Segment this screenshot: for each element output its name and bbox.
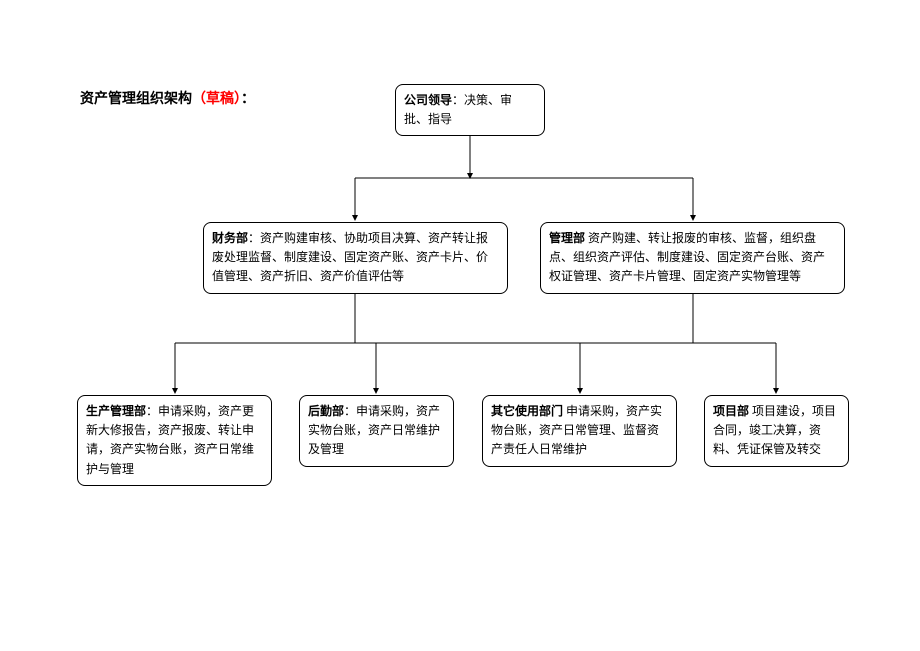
node-finance: 财务部：资产购建审核、协助项目决算、资产转让报废处理监督、制度建设、固定资产账、… xyxy=(203,222,508,294)
node-label: 公司领导 xyxy=(404,93,452,107)
diagram-canvas: 资产管理组织架构（草稿）： 公司领导：决策、审批、指导 财务部：资产购建审核、协… xyxy=(0,0,920,651)
title-prefix: 资产管理组织架构 xyxy=(80,92,192,107)
node-other-dept: 其它使用部门 申请采购，资产实物台账，资产日常管理、监督资产责任人日常维护 xyxy=(482,395,677,467)
node-project: 项目部 项目建设，项目合同，竣工决算，资料、凭证保管及转交 xyxy=(704,395,849,467)
node-leader: 公司领导：决策、审批、指导 xyxy=(395,84,545,136)
node-production: 生产管理部：申请采购，资产更新大修报告，资产报废、转让申请，资产实物台账，资产日… xyxy=(77,395,272,486)
node-label: 生产管理部 xyxy=(86,404,146,418)
node-label: 其它使用部门 xyxy=(491,404,563,418)
node-label: 项目部 xyxy=(713,404,749,418)
node-mgmt: 管理部 资产购建、转让报废的审核、监督，组织盘点、组织资产评估、制度建设、固定资… xyxy=(540,222,845,294)
title-draft: （草稿） xyxy=(192,92,241,107)
node-logistics: 后勤部：申请采购，资产实物台账，资产日常维护及管理 xyxy=(299,395,454,467)
node-label: 管理部 xyxy=(549,231,585,245)
node-text: 资产购建、转让报废的审核、监督，组织盘点、组织资产评估、制度建设、固定资产台账、… xyxy=(549,231,825,283)
diagram-title: 资产管理组织架构（草稿）： xyxy=(80,88,255,108)
node-label: 后勤部 xyxy=(308,404,344,418)
node-label: 财务部 xyxy=(212,231,248,245)
title-suffix: ： xyxy=(241,92,255,107)
